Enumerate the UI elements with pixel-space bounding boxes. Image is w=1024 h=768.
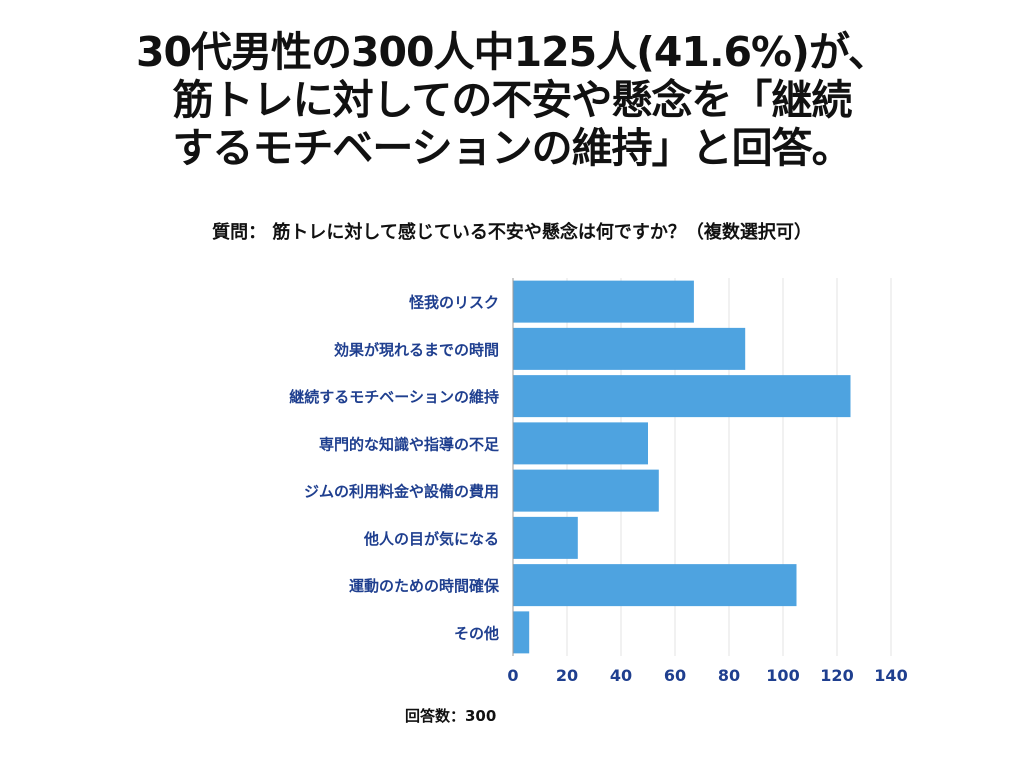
headline-line-2: 筋トレに対しての不安や懸念を「継続 [172, 76, 853, 124]
x-tick-label-120: 120 [820, 666, 853, 685]
bar-7 [513, 564, 797, 607]
bar-chart: 怪我のリスク効果が現れるまでの時間継続するモチベーションの維持専門的な知識や指導… [289, 278, 908, 685]
category-label-1: 怪我のリスク [409, 294, 499, 312]
category-label-7: 運動のための時間確保 [349, 577, 500, 595]
response-count: 回答数：300 [405, 707, 497, 725]
chart-question: 質問： 筋トレに対して感じている不安や懸念は何ですか？（複数選択可） [212, 222, 812, 243]
category-label-3: 継続するモチベーションの維持 [289, 388, 499, 406]
bar-1 [513, 280, 694, 323]
category-label-5: ジムの利用料金や設備の費用 [304, 483, 499, 501]
x-tick-label-140: 140 [874, 666, 907, 685]
headline-line-1: 30代男性の300人中125人(41.6%)が、 [135, 28, 889, 76]
headline-line-3: するモチベーションの維持」と回答。 [172, 124, 852, 172]
x-tick-label-20: 20 [556, 666, 578, 685]
x-tick-label-100: 100 [766, 666, 799, 685]
headline: 30代男性の300人中125人(41.6%)が、 筋トレに対しての不安や懸念を「… [0, 28, 1024, 172]
category-label-4: 専門的な知識や指導の不足 [319, 435, 500, 453]
x-tick-label-60: 60 [664, 666, 686, 685]
bar-3 [513, 375, 851, 418]
bar-2 [513, 327, 746, 370]
bar-5 [513, 469, 659, 512]
category-label-8: その他 [454, 624, 499, 642]
bar-4 [513, 422, 648, 465]
category-label-2: 効果が現れるまでの時間 [334, 341, 499, 359]
x-tick-label-0: 0 [507, 666, 518, 685]
bar-8 [513, 611, 530, 654]
x-tick-label-80: 80 [718, 666, 740, 685]
category-label-6: 他人の目が気になる [363, 530, 499, 548]
bar-6 [513, 516, 578, 559]
x-tick-label-40: 40 [610, 666, 632, 685]
